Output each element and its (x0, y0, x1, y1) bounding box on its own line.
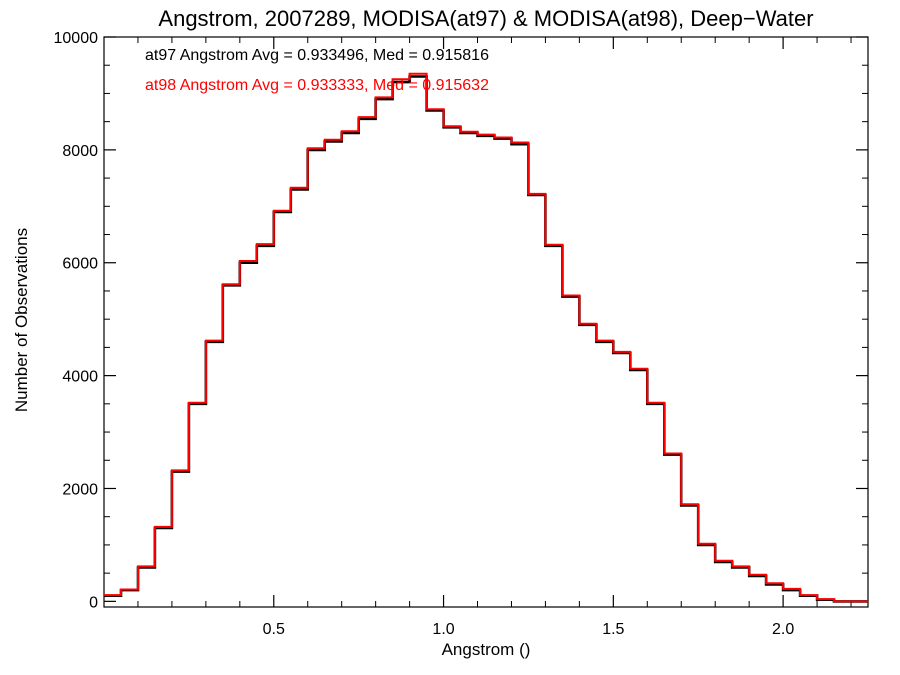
y-tick-label: 0 (89, 594, 98, 611)
y-axis: 0 2000 4000 6000 8000 10000 (54, 30, 868, 611)
plot-border (103, 36, 869, 608)
series-layer (104, 72, 868, 603)
y-tick-label: 10000 (54, 30, 99, 47)
y-tick-label: 2000 (62, 481, 98, 498)
y-tick-label: 4000 (62, 369, 98, 386)
y-tick-label: 8000 (62, 143, 98, 160)
x-tick-label: 2.0 (772, 621, 794, 638)
series-line-at98 (104, 72, 868, 603)
x-tick-label: 1.5 (602, 621, 624, 638)
x-tick-label: 0.5 (263, 621, 285, 638)
y-tick-label: 6000 (62, 256, 98, 273)
series-line-at97 (104, 75, 868, 603)
x-axis-label: Angstrom () (442, 640, 531, 659)
annotation-at97: at97 Angstrom Avg = 0.933496, Med = 0.91… (145, 47, 489, 64)
plot-frame (103, 36, 869, 608)
x-tick-label: 1.0 (432, 621, 454, 638)
annotation-at98: at98 Angstrom Avg = 0.933333, Med = 0.91… (145, 77, 489, 94)
y-axis-label: Number of Observations (12, 228, 31, 412)
x-axis: 0.5 1.0 1.5 2.0 (137, 37, 852, 638)
chart-title: Angstrom, 2007289, MODISA(at97) & MODISA… (158, 6, 813, 31)
